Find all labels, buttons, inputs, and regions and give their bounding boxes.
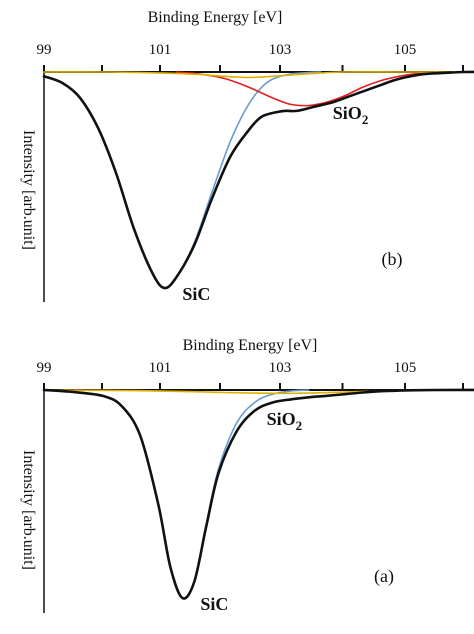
series-line bbox=[175, 71, 436, 107]
peak-annotation-subscript: 2 bbox=[296, 418, 303, 433]
panel-a-chart: 99 101 103 105 Binding Energy [eV] Intensity … bbox=[20, 337, 474, 614]
x-axis-label: Binding Energy [eV] bbox=[148, 9, 283, 26]
peak-annotation-text: SiC bbox=[200, 594, 228, 614]
peak-annotation: SiC bbox=[182, 284, 210, 304]
x-tick-label: 99 bbox=[37, 360, 52, 376]
series-line bbox=[43, 71, 474, 79]
series-line bbox=[42, 70, 474, 290]
x-tick-label: 105 bbox=[394, 42, 417, 58]
panel-label: (b) bbox=[382, 249, 403, 270]
x-tick-label: 103 bbox=[269, 360, 292, 376]
peak-annotation: SiO2 bbox=[333, 103, 369, 127]
x-tick-label: 101 bbox=[149, 42, 172, 58]
y-axis-label: Intensity [arb.unit] bbox=[20, 450, 37, 570]
peak-annotation-text: SiO bbox=[267, 409, 296, 429]
panel-label: (a) bbox=[374, 566, 394, 587]
peak-annotation-text: SiO bbox=[333, 103, 362, 123]
x-tick-label: 101 bbox=[149, 360, 172, 376]
x-tick-label: 105 bbox=[394, 360, 417, 376]
x-axis-label: Binding Energy [eV] bbox=[183, 337, 318, 354]
panel-b-chart: 99 101 103 105 Binding Energy [eV] Intensity … bbox=[20, 9, 474, 304]
peak-annotation-subscript: 2 bbox=[362, 112, 369, 127]
peak-annotation: SiC bbox=[200, 594, 228, 614]
y-axis-label: Intensity [arb.unit] bbox=[20, 130, 37, 250]
x-tick-label: 99 bbox=[37, 42, 52, 58]
peak-annotation-text: SiC bbox=[182, 284, 210, 304]
series-line bbox=[42, 388, 474, 600]
peak-annotation: SiO2 bbox=[267, 409, 303, 433]
x-tick-label: 103 bbox=[269, 42, 292, 58]
